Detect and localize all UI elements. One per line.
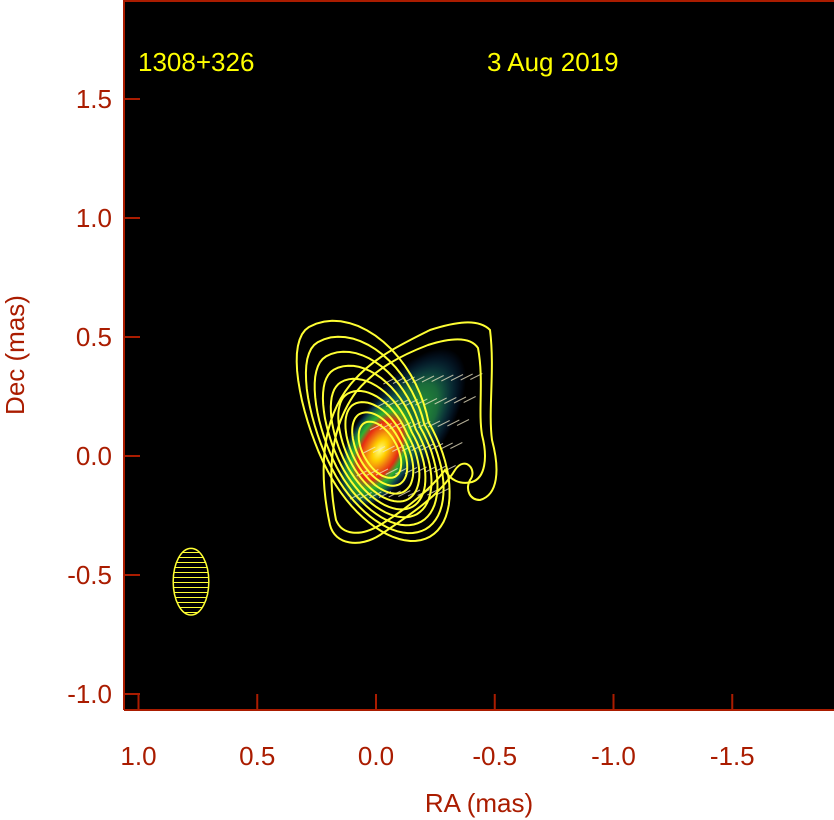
x-axis-ticks: 1.0 0.5 0.0 -0.5 -1.0 -1.5 — [120, 694, 755, 771]
polarization-vector — [440, 442, 453, 450]
contour-line — [304, 335, 445, 535]
plot-frame — [123, 0, 834, 711]
polarization-vector — [398, 490, 411, 497]
y-axis-title: Dec (mas) — [0, 295, 30, 415]
polarization-vector — [450, 374, 464, 381]
beam-ellipse — [172, 547, 210, 616]
contour-line — [357, 420, 403, 479]
polarization-vector — [382, 445, 395, 453]
x-tick-label: -1.5 — [710, 741, 755, 771]
contour-line — [344, 401, 415, 495]
observation-date-label: 3 Aug 2019 — [487, 47, 619, 77]
y-tick-label: 0.0 — [76, 441, 112, 471]
y-tick-label: -0.5 — [67, 560, 112, 590]
polarization-vector — [395, 467, 408, 475]
polarization-vector — [434, 397, 447, 405]
polarization-vector — [456, 419, 470, 426]
contour-line — [313, 350, 439, 527]
polarization-vector — [453, 396, 467, 404]
polarization-vector — [430, 443, 444, 450]
x-tick-label: 0.0 — [358, 741, 394, 771]
polarization-vector — [431, 375, 444, 382]
x-tick-label: -0.5 — [472, 741, 517, 771]
contour-lines — [295, 319, 498, 544]
polarization-vector — [424, 398, 438, 405]
polarization-vector — [447, 419, 460, 427]
x-tick-label: 0.5 — [239, 741, 275, 771]
y-tick-label: -1.0 — [67, 679, 112, 709]
y-tick-label: 1.5 — [76, 84, 112, 114]
polarization-vector — [363, 446, 376, 454]
x-axis-title: RA (mas) — [425, 788, 533, 818]
polarization-vector — [441, 374, 454, 382]
polarization-vector — [460, 373, 473, 381]
restoring-beam — [172, 547, 210, 616]
y-tick-label: 0.5 — [76, 322, 112, 352]
polarization-vector — [437, 420, 450, 427]
y-tick-label: 1.0 — [76, 203, 112, 233]
source-name-label: 1308+326 — [138, 47, 254, 77]
x-tick-label: 1.0 — [120, 741, 156, 771]
y-axis-ticks: 1.5 1.0 0.5 0.0 -0.5 -1.0 — [67, 84, 140, 709]
polarization-vector — [444, 397, 457, 404]
x-tick-label: -1.0 — [591, 741, 636, 771]
polarization-vector — [385, 468, 398, 475]
polarization-vector — [450, 442, 463, 449]
contour-line-outer — [330, 338, 486, 534]
contour-line — [351, 411, 409, 487]
polarization-vector — [421, 443, 434, 451]
polarization-vector — [463, 396, 476, 403]
polarization-vector — [421, 375, 435, 383]
polarization-vector — [372, 446, 386, 453]
contour-line-outer — [322, 321, 498, 544]
polarization-vector — [376, 400, 389, 408]
contour-line — [337, 389, 421, 503]
